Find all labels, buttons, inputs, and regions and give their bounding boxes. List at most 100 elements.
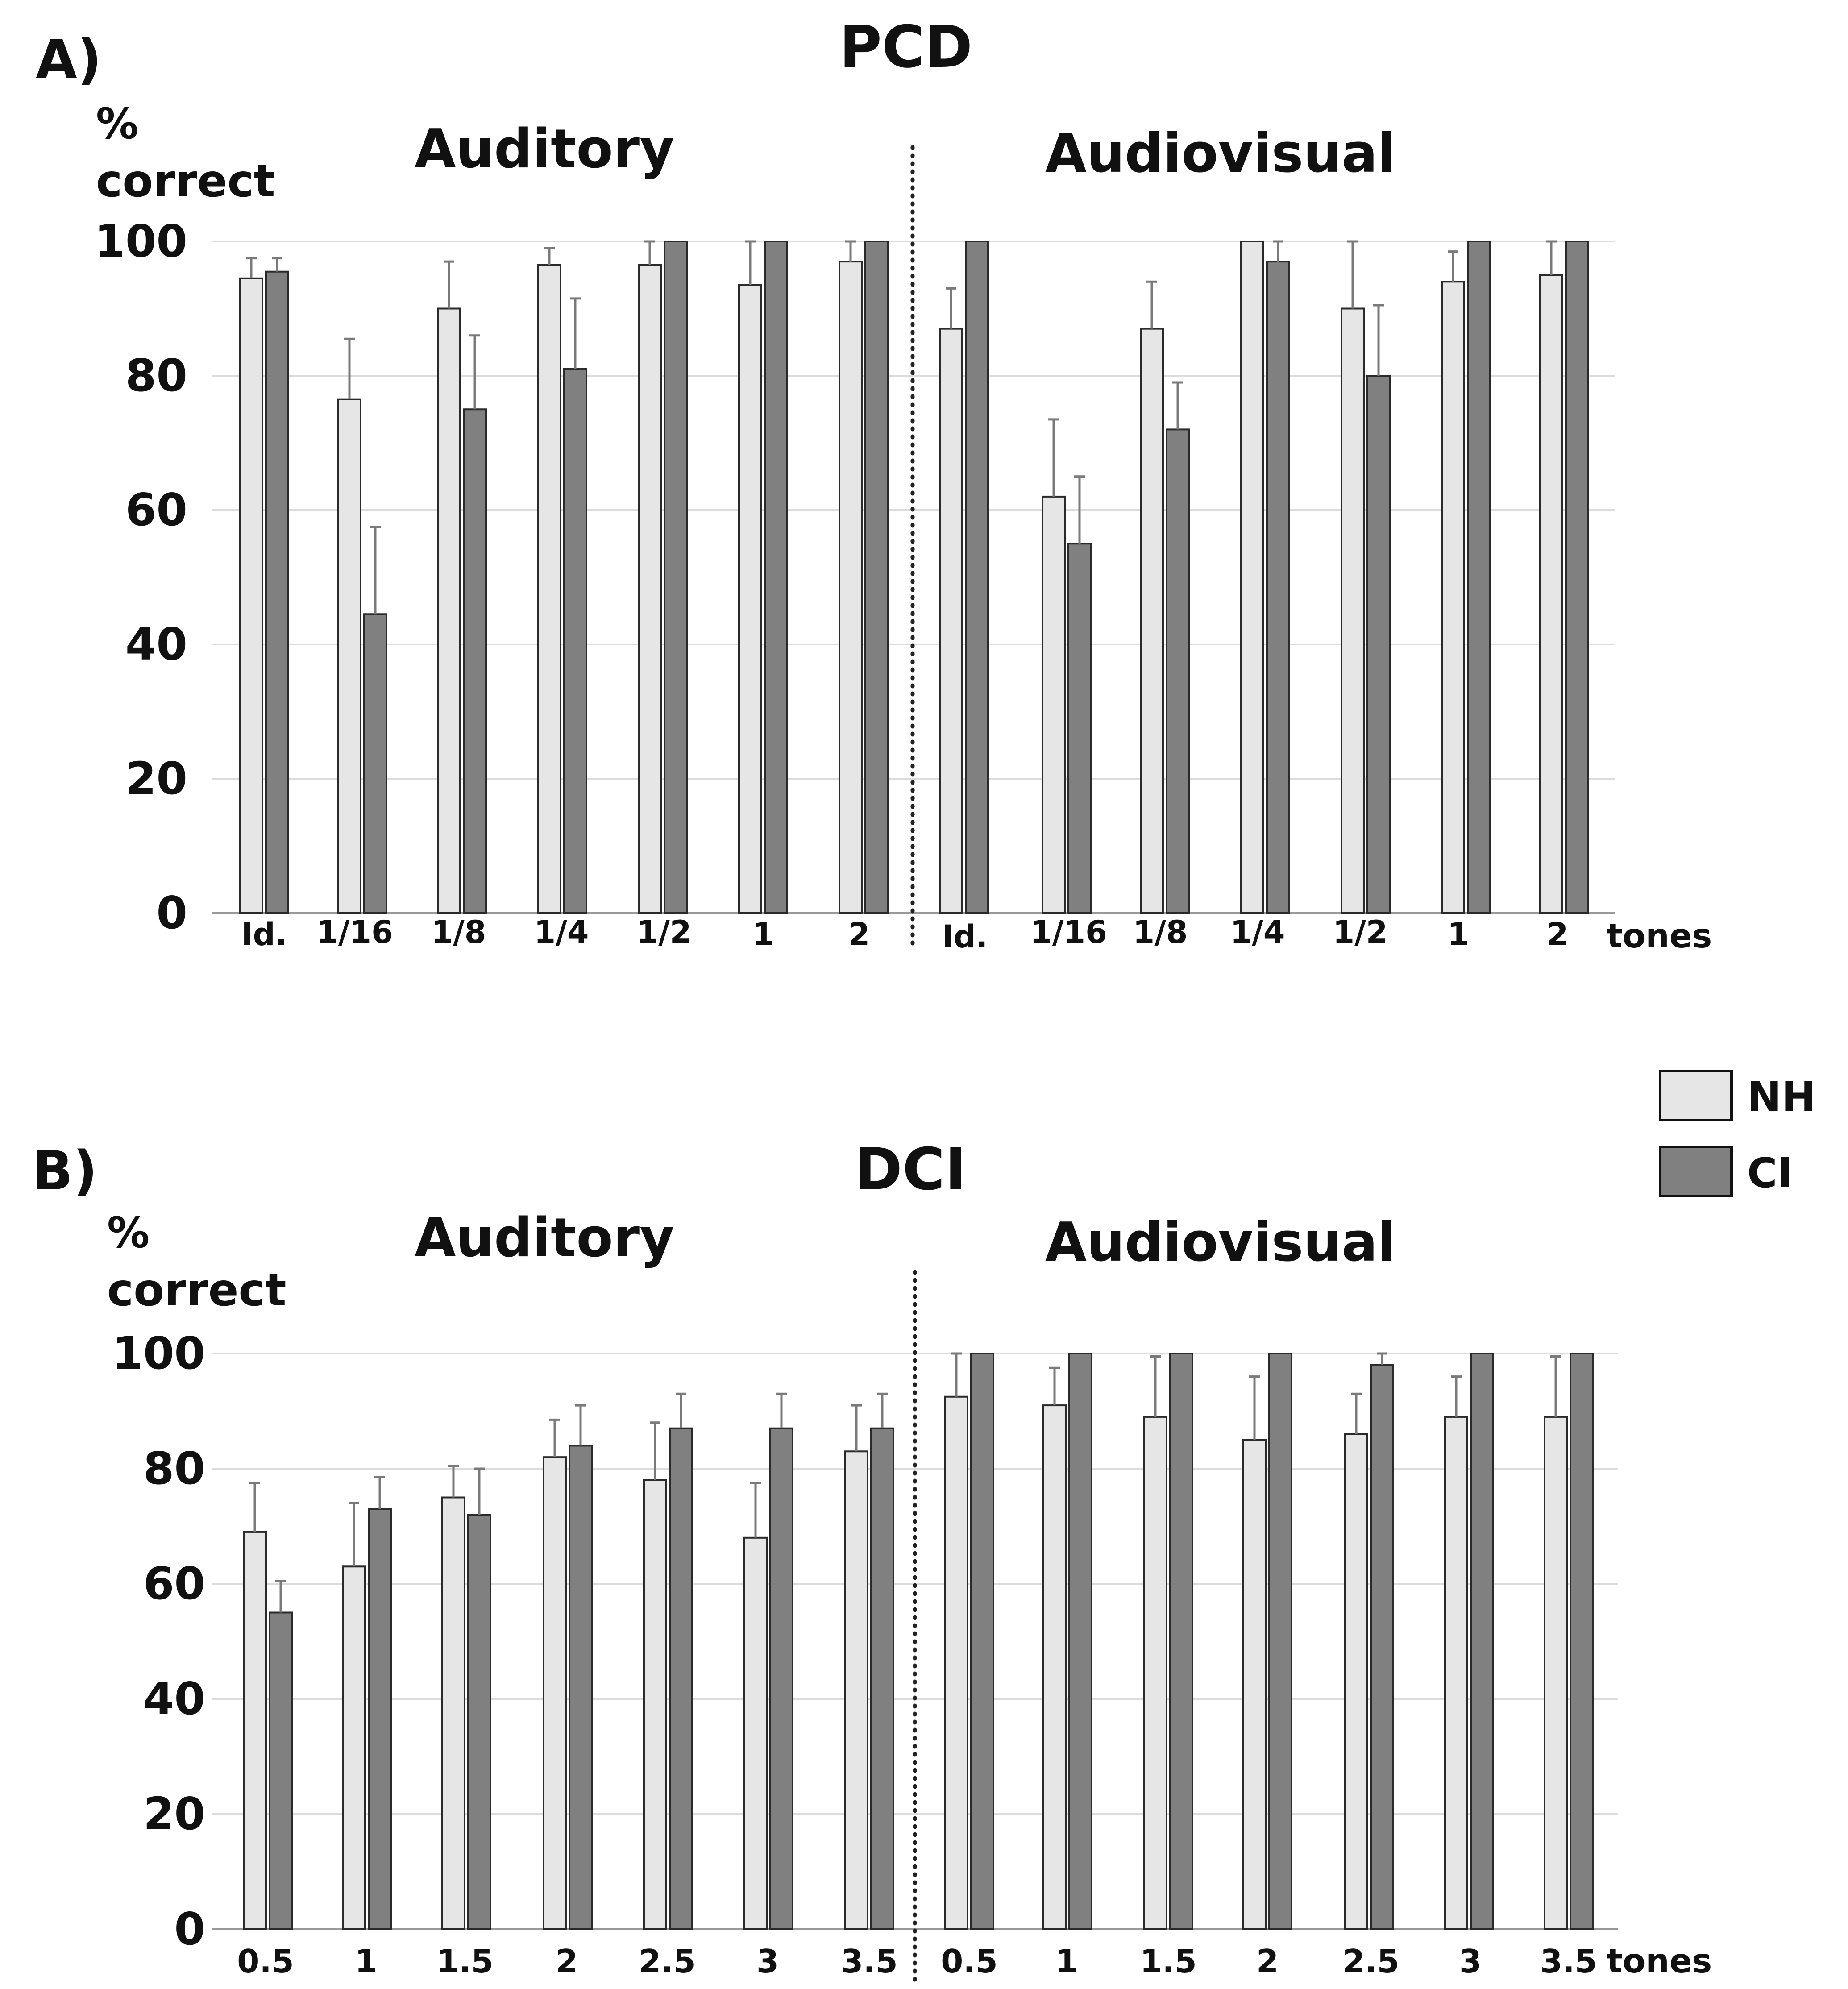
panel-b: B) DCI % correct Auditory Audiovisual 10… [32,1135,1712,1984]
panel-b-title: DCI [854,1135,967,1203]
panel-a-xtick-auditory-1-8: 1/8 [432,914,486,951]
panel-b-audiovisual-2-5-nh-bar [1344,1433,1368,1931]
panel-b-xtick-auditory-0-5: 0.5 [237,1943,294,1980]
panel-a-bars [239,240,1589,914]
panel-a-auditory-1-16-nh-bar [337,398,361,914]
panel-b-auditory-3-ci-bar [769,1427,793,1930]
panel-a-audiovisual-1-4-nh-bar [1240,241,1264,914]
panel-a-audiovisual-1-2-nh-bar [1341,307,1365,914]
panel-a-audiovisual-1-ci-bar [1467,241,1491,914]
panel-a-auditory-2-ci-bar [864,241,889,914]
panel-b-auditory-1-nh-bar [342,1565,366,1931]
panel-a-auditory-1-4-nh-bar [537,264,561,914]
panel-a-ytick-40: 40 [125,618,187,670]
panel-b-xtick-audiovisual-0-5: 0.5 [941,1943,998,1980]
panel-a-xtick-audiovisual-1-2: 1/2 [1333,914,1388,951]
panel-a-auditory-id-ci-bar [265,270,289,914]
panel-b-audiovisual-3-ci-bar [1470,1353,1494,1930]
panel-a-xtick-auditory-2: 2 [848,916,870,953]
panel-b-xtick-auditory-3: 3 [756,1943,779,1980]
legend-label-nh: NH [1747,1073,1816,1121]
panel-a: A) PCD % correct Auditory Audiovisual 10… [36,13,1712,955]
panel-a-auditory-1-16-ci-bar [363,613,387,914]
panel-b-audiovisual-2-ci-bar [1268,1353,1292,1930]
panel-b-ylabel-correct: correct [107,1264,287,1316]
panel-b-xticks: 0.5 1 1.5 2 2.5 3 3.5 0.5 1 1.5 2 2.5 3 … [237,1941,1712,1981]
panel-b-section-auditory-title: Auditory [415,1207,675,1269]
panel-a-audiovisual-1-nh-bar [1441,281,1465,914]
panel-a-label: A) [36,29,102,91]
panel-b-audiovisual-2-nh-bar [1242,1439,1267,1930]
panel-b-xtick-auditory-2: 2 [556,1943,578,1980]
panel-a-section-audiovisual-title: Audiovisual [1045,123,1396,185]
panel-a-audiovisual-1-8-ci-bar [1166,428,1190,914]
panel-a-auditory-1-nh-bar [738,284,762,914]
panel-a-ytick-100: 100 [94,215,187,267]
panel-b-xtick-audiovisual-1: 1 [1055,1943,1078,1980]
panel-b-ytick-0: 0 [174,1903,205,1955]
panel-b-xtick-audiovisual-2-5: 2.5 [1342,1943,1399,1980]
panel-a-ytick-60: 60 [125,484,187,536]
panel-a-xtick-audiovisual-id: Id. [942,918,988,955]
panel-b-xtick-audiovisual-1-5: 1.5 [1140,1943,1197,1980]
panel-a-xtick-auditory-1: 1 [752,916,774,953]
panel-a-audiovisual-2-nh-bar [1539,274,1563,914]
panel-a-ytick-20: 20 [125,752,187,805]
panel-a-xtick-auditory-1-4: 1/4 [534,914,589,951]
legend-label-ci: CI [1747,1149,1793,1197]
legend-swatch-nh [1659,1070,1733,1121]
panel-a-audiovisual-1-16-ci-bar [1067,543,1092,914]
panel-b-audiovisual-1-nh-bar [1042,1404,1067,1931]
panel-a-auditory-1-2-ci-bar [664,241,688,914]
legend: NH CI [1659,1070,1816,1197]
panel-a-auditory-1-8-nh-bar [437,307,461,914]
panel-b-audiovisual-2-5-ci-bar [1370,1364,1394,1930]
panel-b-label: B) [32,1140,97,1202]
panel-b-xtick-audiovisual-2: 2 [1256,1943,1279,1980]
panel-a-ylabel-percent: % [96,100,138,149]
panel-b-ytick-20: 20 [143,1788,205,1840]
panel-b-audiovisual-1-ci-bar [1068,1353,1092,1930]
panel-b-audiovisual-0-5-nh-bar [944,1395,968,1930]
panel-b-audiovisual-3-5-ci-bar [1570,1353,1594,1930]
legend-swatch-ci [1659,1146,1733,1197]
panel-b-auditory-2-5-ci-bar [669,1427,693,1930]
panel-b-audiovisual-3-nh-bar [1444,1416,1468,1930]
panel-b-ytick-40: 40 [143,1673,205,1725]
panel-a-section-auditory-title: Auditory [415,118,675,180]
panel-a-auditory-1-2-nh-bar [638,264,662,914]
panel-b-auditory-2-ci-bar [569,1445,593,1930]
panel-a-xtick-audiovisual-1-4: 1/4 [1230,914,1285,951]
panel-b-audiovisual-1-5-ci-bar [1169,1353,1193,1930]
panel-b-xtick-audiovisual-3: 3 [1459,1943,1482,1980]
panel-b-auditory-1-5-ci-bar [467,1514,491,1930]
panel-b-xtick-audiovisual-3-5: 3.5 [1540,1943,1597,1980]
panel-b-audiovisual-0-5-ci-bar [970,1353,994,1930]
panel-a-audiovisual-1-4-ci-bar [1266,261,1290,914]
panel-a-title: PCD [839,13,973,81]
panel-a-xunit-label: tones [1607,916,1712,955]
panel-b-auditory-3-nh-bar [743,1536,768,1931]
panel-b-auditory-2-nh-bar [543,1456,567,1930]
panel-b-ytick-100: 100 [112,1327,205,1379]
panel-b-audiovisual-1-5-nh-bar [1143,1416,1167,1930]
panel-b-auditory-3-5-ci-bar [870,1427,894,1930]
panel-a-ylabel-correct: correct [96,155,275,207]
panel-a-auditory-1-ci-bar [764,241,788,914]
panel-b-xtick-auditory-1-5: 1.5 [436,1943,494,1980]
panel-b-auditory-2-5-nh-bar [643,1479,667,1931]
panel-a-ytick-80: 80 [125,349,187,402]
panel-b-bars [243,1352,1594,1931]
panel-a-xtick-auditory-1-16: 1/16 [316,914,393,951]
panel-a-ytick-0: 0 [156,887,187,939]
panel-a-audiovisual-1-2-ci-bar [1366,375,1391,914]
panel-b-yticks: 100 80 60 40 20 0 [112,1327,205,1955]
panel-b-auditory-0-5-nh-bar [243,1531,267,1930]
panel-a-yticks: 100 80 60 40 20 0 [94,215,187,939]
panel-b-auditory-1-5-nh-bar [441,1496,465,1930]
panel-b-auditory-1-ci-bar [368,1508,392,1931]
panel-a-xtick-auditory-id: Id. [241,916,287,953]
panel-b-xtick-auditory-2-5: 2.5 [639,1943,696,1980]
panel-b-xunit-label: tones [1607,1941,1712,1981]
panel-b-section-audiovisual-title: Audiovisual [1045,1212,1396,1274]
